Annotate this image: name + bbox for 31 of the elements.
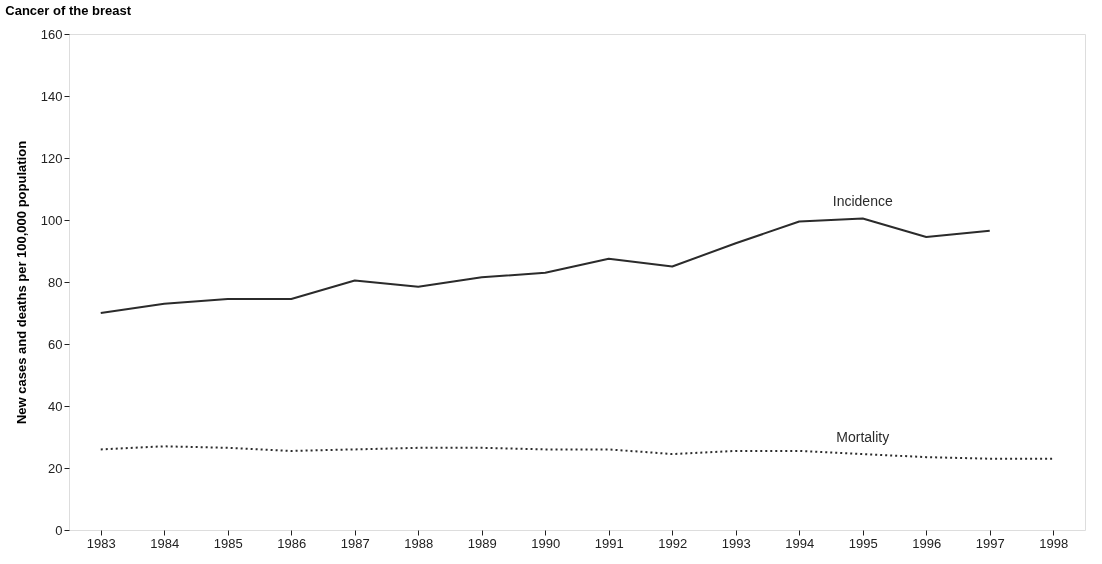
y-tick-label: 120 bbox=[40, 150, 63, 166]
line-series bbox=[99, 445, 1055, 460]
series-label: Mortality bbox=[836, 429, 890, 446]
x-tick-label: 1996 bbox=[912, 535, 942, 551]
y-tick-label: 60 bbox=[48, 336, 63, 352]
x-tick-label: 1992 bbox=[658, 535, 688, 551]
x-tick-label: 1983 bbox=[86, 535, 116, 551]
series-label: Incidence bbox=[832, 193, 893, 210]
x-tick-label: 1991 bbox=[594, 535, 624, 551]
x-tick-label: 1997 bbox=[975, 535, 1005, 551]
y-axis-title: New cases and deaths per 100,000 population bbox=[13, 140, 29, 425]
x-tick-label: 1984 bbox=[150, 535, 180, 551]
x-tick-label: 1989 bbox=[467, 535, 497, 551]
x-tick-label: 1987 bbox=[340, 535, 370, 551]
x-tick-label: 1990 bbox=[531, 535, 561, 551]
line-series bbox=[99, 217, 991, 314]
x-tick-label: 1993 bbox=[721, 535, 751, 551]
y-tick-label: 20 bbox=[48, 460, 63, 476]
y-tick-label: 140 bbox=[40, 88, 63, 104]
x-tick-label: 1994 bbox=[785, 535, 815, 551]
x-tick-label: 1985 bbox=[213, 535, 243, 551]
chart-title: Cancer of the breast bbox=[5, 3, 132, 18]
y-tick-label: 40 bbox=[48, 398, 63, 414]
x-tick-label: 1988 bbox=[404, 535, 434, 551]
y-tick-label: 0 bbox=[55, 522, 63, 538]
y-tick-label: 160 bbox=[40, 26, 63, 42]
y-tick-label: 80 bbox=[48, 274, 63, 290]
y-tick-label: 100 bbox=[40, 212, 63, 228]
x-tick-label: 1986 bbox=[277, 535, 307, 551]
x-tick-label: 1995 bbox=[848, 535, 878, 551]
x-tick-label: 1998 bbox=[1039, 535, 1069, 551]
